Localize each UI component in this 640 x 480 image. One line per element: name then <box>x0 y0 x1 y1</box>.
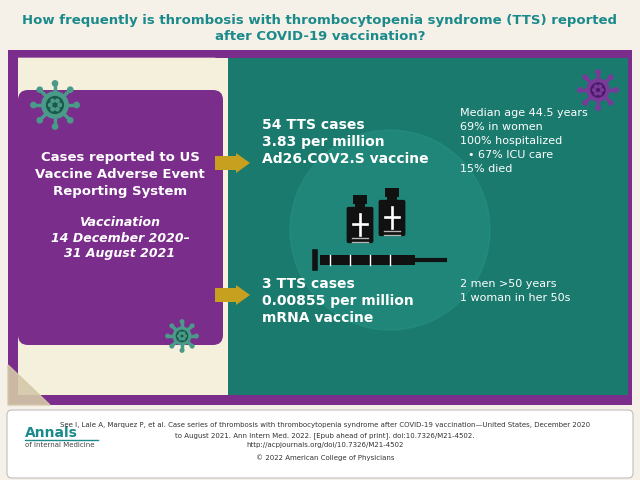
FancyBboxPatch shape <box>353 194 367 204</box>
Circle shape <box>177 330 188 342</box>
Circle shape <box>56 108 59 111</box>
Text: Ad26.COV2.S vaccine: Ad26.COV2.S vaccine <box>262 152 429 166</box>
Text: 54 TTS cases: 54 TTS cases <box>262 118 365 132</box>
Circle shape <box>52 124 58 129</box>
FancyBboxPatch shape <box>320 255 415 265</box>
Circle shape <box>578 88 582 92</box>
Circle shape <box>68 87 73 92</box>
Circle shape <box>595 85 597 88</box>
Text: Vaccine Adverse Event: Vaccine Adverse Event <box>35 168 205 181</box>
FancyBboxPatch shape <box>228 58 628 395</box>
Circle shape <box>51 108 54 111</box>
Circle shape <box>166 334 170 338</box>
Text: 15% died: 15% died <box>460 164 513 174</box>
Text: 31 August 2021: 31 August 2021 <box>65 248 175 261</box>
Circle shape <box>191 324 194 327</box>
Text: Reporting System: Reporting System <box>53 185 187 199</box>
Circle shape <box>56 99 59 103</box>
FancyBboxPatch shape <box>355 203 365 209</box>
Circle shape <box>173 327 191 345</box>
Circle shape <box>596 106 600 110</box>
Circle shape <box>182 337 185 340</box>
Circle shape <box>68 118 73 123</box>
Circle shape <box>184 335 186 337</box>
Circle shape <box>182 332 185 335</box>
Text: 69% in women: 69% in women <box>460 122 543 132</box>
Circle shape <box>609 100 613 105</box>
Text: 0.00855 per million: 0.00855 per million <box>262 294 413 308</box>
Circle shape <box>37 118 42 123</box>
Text: Vaccination: Vaccination <box>79 216 161 228</box>
Circle shape <box>58 103 61 107</box>
Text: 100% hospitalized: 100% hospitalized <box>460 136 563 146</box>
FancyArrow shape <box>215 153 250 173</box>
Text: of Internal Medicine: of Internal Medicine <box>25 442 95 448</box>
Text: 3 TTS cases: 3 TTS cases <box>262 277 355 291</box>
FancyBboxPatch shape <box>18 58 233 395</box>
Circle shape <box>31 102 36 108</box>
Circle shape <box>51 99 54 103</box>
Circle shape <box>583 75 588 80</box>
Circle shape <box>170 345 173 348</box>
Text: http://acpjournals.org/doi/10.7326/M21-4502: http://acpjournals.org/doi/10.7326/M21-4… <box>246 442 404 448</box>
Circle shape <box>583 100 588 105</box>
Polygon shape <box>18 58 215 72</box>
Circle shape <box>42 92 68 118</box>
Circle shape <box>587 79 609 101</box>
Circle shape <box>180 320 184 324</box>
Text: Median age 44.5 years: Median age 44.5 years <box>460 108 588 118</box>
Circle shape <box>49 103 52 107</box>
Text: 3.83 per million: 3.83 per million <box>262 135 385 149</box>
Circle shape <box>170 324 173 327</box>
Circle shape <box>52 81 58 86</box>
Circle shape <box>179 337 182 340</box>
Text: Cases reported to US: Cases reported to US <box>40 152 200 165</box>
Text: How frequently is thrombosis with thrombocytopenia syndrome (TTS) reported: How frequently is thrombosis with thromb… <box>22 14 618 27</box>
Circle shape <box>609 75 613 80</box>
Polygon shape <box>8 365 50 405</box>
Text: Annals: Annals <box>25 426 78 440</box>
Circle shape <box>596 70 600 74</box>
Text: © 2022 American College of Physicians: © 2022 American College of Physicians <box>256 454 394 461</box>
Text: • 67% ICU care: • 67% ICU care <box>468 150 553 160</box>
Circle shape <box>179 332 182 335</box>
Circle shape <box>600 89 604 91</box>
FancyBboxPatch shape <box>7 410 633 478</box>
FancyBboxPatch shape <box>8 50 632 405</box>
Circle shape <box>74 102 79 108</box>
Circle shape <box>195 334 198 338</box>
FancyBboxPatch shape <box>385 188 399 197</box>
Circle shape <box>614 88 618 92</box>
Circle shape <box>47 96 63 113</box>
Circle shape <box>598 85 602 88</box>
Circle shape <box>191 345 194 348</box>
FancyBboxPatch shape <box>379 200 405 236</box>
Circle shape <box>595 92 597 95</box>
FancyBboxPatch shape <box>347 207 373 243</box>
Text: after COVID-19 vaccination?: after COVID-19 vaccination? <box>215 30 425 43</box>
FancyBboxPatch shape <box>18 90 223 345</box>
Circle shape <box>180 348 184 352</box>
Circle shape <box>591 83 605 97</box>
Text: 14 December 2020–: 14 December 2020– <box>51 231 189 244</box>
Text: mRNA vaccine: mRNA vaccine <box>262 311 373 325</box>
Text: to August 2021. Ann Intern Med. 2022. [Epub ahead of print]. doi:10.7326/M21-450: to August 2021. Ann Intern Med. 2022. [E… <box>175 432 475 439</box>
Circle shape <box>178 335 180 337</box>
Text: 2 men >50 years: 2 men >50 years <box>460 279 557 289</box>
Circle shape <box>598 92 602 95</box>
Text: See I, Lale A, Marquez P, et al. Case series of thrombosis with thrombocytopenia: See I, Lale A, Marquez P, et al. Case se… <box>60 422 590 428</box>
Circle shape <box>593 89 595 91</box>
FancyBboxPatch shape <box>387 196 397 202</box>
Circle shape <box>290 130 490 330</box>
Circle shape <box>37 87 42 92</box>
FancyArrow shape <box>215 285 250 305</box>
Text: 1 woman in her 50s: 1 woman in her 50s <box>460 293 570 303</box>
